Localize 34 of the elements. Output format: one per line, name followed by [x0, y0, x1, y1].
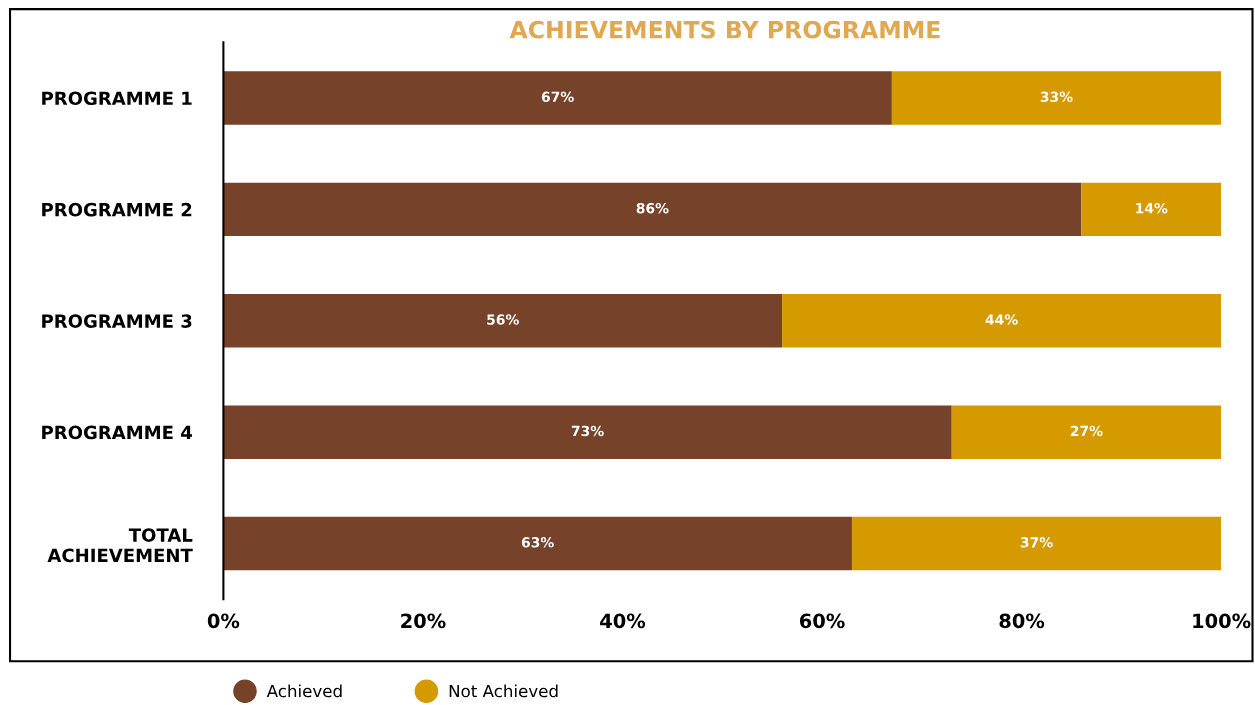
y-tick-label: PROGRAMME 1: [42, 91, 192, 106]
y-tick-label: TOTAL ACHIEVEMENT: [47, 528, 193, 563]
x-tick-label: 80%: [999, 613, 1045, 629]
bar: [1081, 182, 1222, 237]
data-label: 44%: [985, 314, 1018, 325]
legend-label: Achieved: [266, 684, 342, 698]
bar: [223, 294, 783, 348]
data-label: 86%: [636, 202, 669, 214]
data-label: 33%: [1040, 91, 1073, 103]
legend-label: Not Achieved: [449, 684, 558, 698]
data-label: 56%: [487, 314, 519, 325]
x-tick-label: 20%: [401, 613, 446, 629]
x-tick-label: 0%: [207, 613, 240, 629]
data-label: 63%: [521, 537, 554, 548]
bar: [851, 516, 1222, 571]
data-label: 27%: [1070, 425, 1103, 437]
data-label: 37%: [1020, 537, 1053, 548]
bar: [891, 71, 1222, 125]
y-tick-label: PROGRAMME 4: [42, 425, 192, 440]
y-tick-label: PROGRAMME 2: [42, 202, 192, 217]
data-label: 73%: [571, 425, 604, 437]
bar: [223, 182, 1082, 237]
bar: [223, 405, 952, 459]
bar: [223, 516, 852, 571]
x-tick-label: 100%: [1193, 613, 1251, 629]
data-label: 67%: [541, 91, 574, 103]
x-tick-label: 40%: [600, 613, 646, 629]
x-tick-label: 60%: [799, 613, 845, 629]
bar: [951, 405, 1222, 459]
bar: [223, 71, 892, 125]
y-tick-label: PROGRAMME 3: [42, 314, 192, 328]
chart-title: ACHIEVEMENTS BY PROGRAMME: [509, 20, 940, 39]
bar: [782, 294, 1222, 348]
data-label: 14%: [1136, 202, 1168, 214]
